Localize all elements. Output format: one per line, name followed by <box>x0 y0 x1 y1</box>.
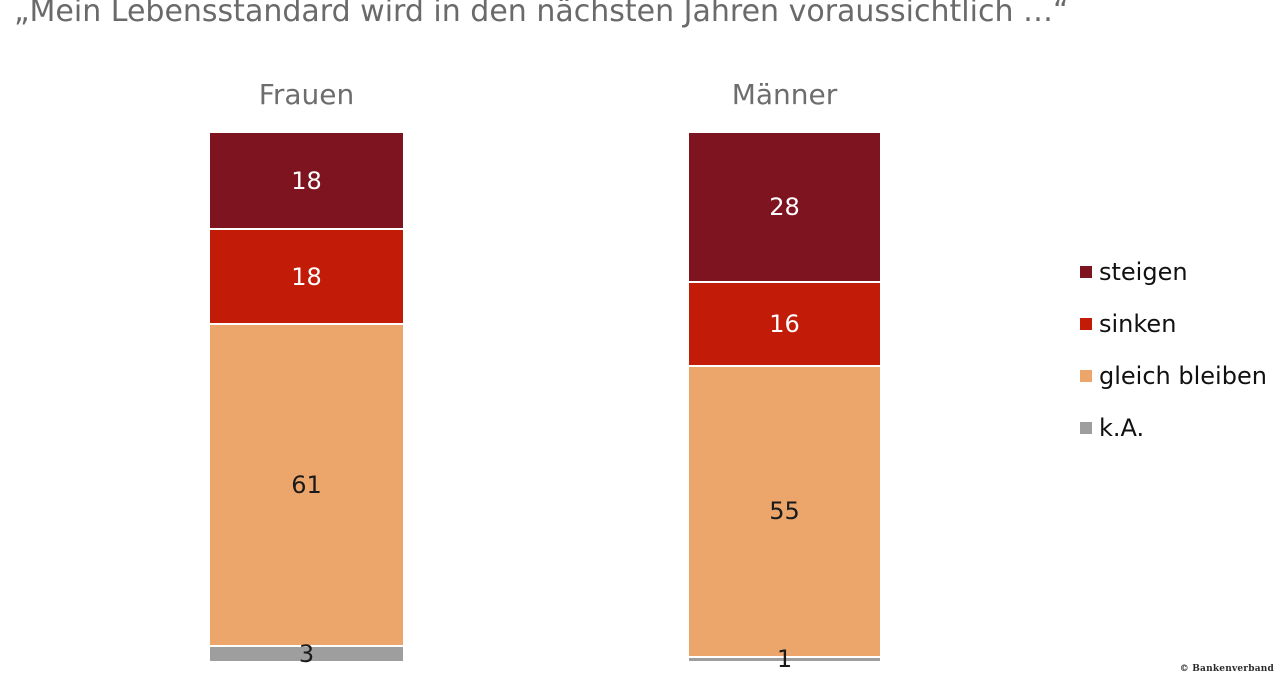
segment-value-m-nner-gleich-bleiben: 55 <box>769 497 800 526</box>
legend-label-steigen: steigen <box>1099 257 1188 286</box>
segment-value-m-nner-k-a: 1 <box>776 645 793 674</box>
category-label-frauen: Frauen <box>258 78 355 111</box>
segment-m-nner-sinken: 16 <box>689 280 880 366</box>
legend-swatch-gleich-bleiben <box>1080 369 1092 382</box>
chart-legend: steigen sinken gleich bleiben k.A. <box>1080 257 1267 465</box>
segment-frauen-k-a: 3 <box>210 642 403 666</box>
legend-swatch-k-a <box>1080 421 1092 434</box>
legend-item-sinken: sinken <box>1080 309 1267 338</box>
source-attribution: © Bankenverband <box>1179 664 1274 674</box>
legend-label-sinken: sinken <box>1099 309 1177 338</box>
legend-item-k-a: k.A. <box>1080 413 1267 442</box>
legend-label-k-a: k.A. <box>1099 413 1145 442</box>
bar-frauen: 18 18 61 3 <box>210 133 403 666</box>
bar-m-nner: 28 16 55 1 <box>689 133 880 671</box>
chart-title: „Mein Lebensstandard wird in den nächste… <box>14 0 1069 29</box>
segment-value-m-nner-steigen: 28 <box>769 192 800 221</box>
segment-frauen-sinken: 18 <box>210 228 403 324</box>
segment-m-nner-k-a: 1 <box>689 647 880 671</box>
segment-value-frauen-sinken: 18 <box>291 262 322 291</box>
segment-value-frauen-k-a: 3 <box>298 640 315 669</box>
legend-label-gleich-bleiben: gleich bleiben <box>1099 361 1267 390</box>
segment-m-nner-steigen: 28 <box>689 133 880 281</box>
category-label-m-nner: Männer <box>731 78 838 111</box>
segment-value-m-nner-sinken: 16 <box>769 310 800 339</box>
legend-swatch-steigen <box>1080 265 1092 278</box>
segment-m-nner-gleich-bleiben: 55 <box>689 365 880 656</box>
segment-value-frauen-gleich-bleiben: 61 <box>291 471 322 500</box>
segment-value-frauen-steigen: 18 <box>291 166 322 195</box>
segment-frauen-gleich-bleiben: 61 <box>210 323 403 646</box>
legend-swatch-sinken <box>1080 317 1092 330</box>
segment-frauen-steigen: 18 <box>210 133 403 229</box>
legend-item-gleich-bleiben: gleich bleiben <box>1080 361 1267 390</box>
legend-item-steigen: steigen <box>1080 257 1267 286</box>
